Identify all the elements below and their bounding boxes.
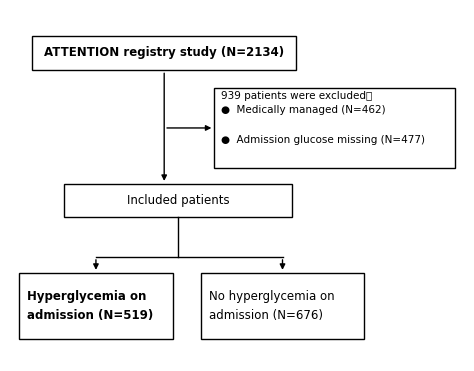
FancyBboxPatch shape [32, 36, 296, 70]
FancyBboxPatch shape [214, 88, 456, 168]
Text: Included patients: Included patients [127, 194, 229, 207]
Text: 939 patients were excluded：
●  Medically managed (N=462)

●  Admission glucose m: 939 patients were excluded： ● Medically … [221, 91, 425, 145]
FancyBboxPatch shape [18, 273, 173, 339]
Text: ATTENTION registry study (N=2134): ATTENTION registry study (N=2134) [44, 46, 284, 59]
FancyBboxPatch shape [64, 184, 292, 217]
Text: No hyperglycemia on
admission (N=676): No hyperglycemia on admission (N=676) [209, 290, 335, 322]
FancyBboxPatch shape [201, 273, 365, 339]
Text: Hyperglycemia on
admission (N=519): Hyperglycemia on admission (N=519) [27, 290, 153, 322]
